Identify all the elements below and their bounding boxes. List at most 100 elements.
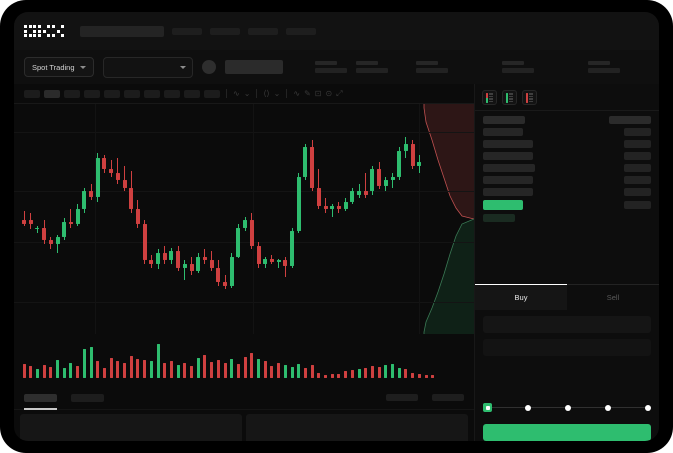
orders-action-1[interactable] <box>432 394 464 401</box>
candle-body <box>350 191 355 203</box>
orderbook-row[interactable] <box>483 214 651 222</box>
orderbook-both-icon[interactable] <box>482 90 497 105</box>
camera-icon[interactable]: ⊡ <box>314 88 322 98</box>
slider-step-dot-50[interactable] <box>564 404 571 411</box>
logo-glyph-x <box>52 25 64 37</box>
order-amount-slider[interactable] <box>483 402 651 414</box>
candle <box>243 104 248 334</box>
volume-bar <box>317 373 321 378</box>
candle-body <box>276 260 281 263</box>
orderbook-row[interactable] <box>483 164 651 172</box>
settings-icon[interactable]: ⊙ <box>325 88 333 98</box>
drawing-icon[interactable]: ✎ <box>304 88 311 98</box>
timeframe-button-3[interactable] <box>84 89 100 98</box>
nav-item-2[interactable] <box>248 27 278 35</box>
candle <box>55 104 60 334</box>
timeframe-button-0[interactable] <box>24 89 40 98</box>
orderbook-row[interactable] <box>483 152 651 160</box>
orderbook-row[interactable] <box>483 140 651 148</box>
toolbar-divider <box>226 89 227 98</box>
candle-body <box>135 209 140 224</box>
candle-body <box>129 187 134 210</box>
volume-bar <box>123 363 126 378</box>
candle-body <box>249 220 254 246</box>
slider-step-dot-100[interactable] <box>644 404 651 411</box>
timeframe-button-6[interactable] <box>144 89 160 98</box>
orders-tab-1[interactable] <box>71 393 104 402</box>
orderbook-bids-icon[interactable] <box>502 90 517 105</box>
timeframe-button-2[interactable] <box>64 89 80 98</box>
slider-handle[interactable] <box>483 403 492 412</box>
order-price-field[interactable] <box>483 316 651 333</box>
fullscreen-icon[interactable]: ⤢ <box>336 88 343 98</box>
slider-step-dot-25[interactable] <box>524 404 531 411</box>
order-amount-field[interactable] <box>483 339 651 356</box>
nav-item-1[interactable] <box>210 27 240 35</box>
candle-body <box>182 263 187 268</box>
toolbar-divider <box>256 89 258 98</box>
orders-tab-0[interactable] <box>24 393 57 410</box>
candle-body <box>62 222 67 237</box>
orderbook-row-price <box>483 128 523 136</box>
orderbook-layout-toggles <box>475 84 659 111</box>
candle-body <box>176 251 181 268</box>
tab-sell[interactable]: Sell <box>567 285 659 310</box>
market-type-selector[interactable]: Spot Trading <box>24 57 94 77</box>
candle <box>397 104 402 334</box>
indicator-icon[interactable]: ∿ <box>233 88 240 98</box>
candle-wick <box>70 209 72 228</box>
timeframe-button-1[interactable] <box>44 89 60 98</box>
candle <box>316 104 321 334</box>
okx-logo[interactable] <box>24 25 64 38</box>
candle <box>363 104 368 334</box>
candle-body <box>102 158 107 170</box>
candle <box>122 104 127 334</box>
candle-wick <box>110 160 112 177</box>
global-search-input[interactable] <box>80 25 164 37</box>
volume-bar <box>156 344 160 378</box>
trading-pair-selector[interactable] <box>102 56 193 78</box>
slider-step-dot-75[interactable] <box>604 404 611 411</box>
volume-bar <box>344 371 348 378</box>
orderbook-row[interactable] <box>483 200 651 210</box>
candle <box>202 104 207 334</box>
volume-bar <box>216 360 220 378</box>
candle <box>176 104 181 334</box>
last-price-value <box>224 60 283 74</box>
chevron-down-icon[interactable]: ⌄ <box>273 88 281 98</box>
nav-item-3[interactable] <box>286 27 316 35</box>
candle-wick <box>331 203 333 217</box>
timeframe-button-5[interactable] <box>124 89 140 98</box>
orderbook-row[interactable] <box>483 176 651 184</box>
candle-type-icon[interactable]: ⟨⟩ <box>263 88 270 98</box>
candle <box>336 104 341 334</box>
nav-item-0[interactable] <box>172 27 202 35</box>
line-chart-icon[interactable]: ∿ <box>293 88 301 98</box>
candle-body <box>196 256 201 272</box>
timeframe-button-4[interactable] <box>104 89 120 98</box>
candle <box>109 104 114 334</box>
compare-icon[interactable]: ⌄ <box>243 88 251 98</box>
volume-bar <box>143 360 147 378</box>
timeframe-button-7[interactable] <box>164 89 180 98</box>
timeframe-button-9[interactable] <box>204 89 220 98</box>
orderbook-asks-icon[interactable] <box>522 90 537 105</box>
submit-order-button[interactable] <box>483 424 651 441</box>
candle <box>383 104 388 334</box>
candle-body <box>229 256 234 286</box>
tab-buy[interactable]: Buy <box>475 284 567 310</box>
candle-body <box>75 209 80 224</box>
candle-body <box>390 176 395 181</box>
volume-bar <box>283 365 287 378</box>
candle <box>102 104 107 334</box>
orders-action-0[interactable] <box>386 394 418 401</box>
volume-bar <box>163 363 167 378</box>
chart-gridline <box>14 242 474 243</box>
candlestick-chart[interactable] <box>14 104 474 334</box>
volume-bar <box>210 362 214 378</box>
candle-body <box>263 258 268 264</box>
timeframe-button-8[interactable] <box>184 89 200 98</box>
orderbook-row[interactable] <box>483 128 651 136</box>
orderbook-row[interactable] <box>483 188 651 196</box>
